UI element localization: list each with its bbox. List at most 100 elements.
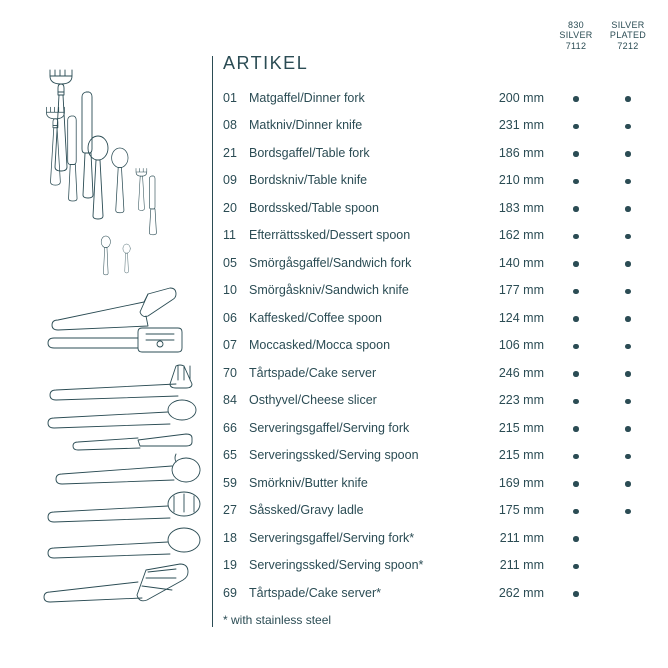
article-table: 830 SILVER 7112 SILVER PLATED 7212 ARTIK… bbox=[223, 20, 648, 627]
article-name: Kaffesked/Coffee spoon bbox=[249, 311, 480, 325]
article-number: 69 bbox=[223, 586, 249, 600]
article-number: 21 bbox=[223, 146, 249, 160]
article-size: 210 mm bbox=[480, 173, 544, 187]
article-size: 169 mm bbox=[480, 476, 544, 490]
table-row: 18Serveringsgaffel/Serving fork*211 mm bbox=[223, 524, 648, 552]
article-name: Efterrättssked/Dessert spoon bbox=[249, 228, 480, 242]
col-silver-plated bbox=[608, 366, 648, 380]
dot-icon bbox=[625, 481, 631, 487]
column-headers: 830 SILVER 7112 SILVER PLATED 7212 bbox=[223, 20, 648, 51]
article-number: 65 bbox=[223, 448, 249, 462]
dot-icon bbox=[625, 151, 631, 157]
article-size: 183 mm bbox=[480, 201, 544, 215]
dot-icon bbox=[573, 454, 579, 460]
article-name: Tårtspade/Cake server* bbox=[249, 586, 480, 600]
article-name: Smörkniv/Butter knife bbox=[249, 476, 480, 490]
dot-icon bbox=[573, 371, 579, 377]
dot-icon bbox=[625, 179, 631, 185]
table-row: 09Bordskniv/Table knife210 mm bbox=[223, 167, 648, 195]
dot-icon bbox=[573, 316, 579, 322]
cutlery-svg bbox=[30, 66, 208, 626]
dot-icon bbox=[625, 261, 631, 267]
dot-icon bbox=[625, 289, 631, 295]
table-row: 06Kaffesked/Coffee spoon124 mm bbox=[223, 304, 648, 332]
dot-icon bbox=[573, 564, 579, 570]
col-830-silver bbox=[556, 201, 596, 215]
article-name: Moccasked/Mocca spoon bbox=[249, 338, 480, 352]
article-number: 27 bbox=[223, 503, 249, 517]
table-row: 11Efterrättssked/Dessert spoon162 mm bbox=[223, 222, 648, 250]
dot-icon bbox=[625, 509, 631, 515]
dot-icon bbox=[573, 426, 579, 432]
col-silver-plated bbox=[608, 421, 648, 435]
article-number: 66 bbox=[223, 421, 249, 435]
col-830-silver bbox=[556, 118, 596, 132]
col-830-silver bbox=[556, 366, 596, 380]
dot-icon bbox=[573, 234, 579, 240]
table-row: 70Tårtspade/Cake server246 mm bbox=[223, 359, 648, 387]
table-row: 10Smörgåskniv/Sandwich knife177 mm bbox=[223, 277, 648, 305]
article-size: 246 mm bbox=[480, 366, 544, 380]
dot-icon bbox=[573, 399, 579, 405]
article-size: 231 mm bbox=[480, 118, 544, 132]
article-number: 08 bbox=[223, 118, 249, 132]
article-number: 18 bbox=[223, 531, 249, 545]
table-row: 66Serveringsgaffel/Serving fork215 mm bbox=[223, 414, 648, 442]
col-830-silver bbox=[556, 531, 596, 545]
table-row: 19Serveringssked/Serving spoon*211 mm bbox=[223, 552, 648, 580]
col-silver-plated bbox=[608, 118, 648, 132]
article-size: 211 mm bbox=[480, 558, 544, 572]
col-830-silver bbox=[556, 146, 596, 160]
col-header-830-silver: 830 SILVER 7112 bbox=[556, 20, 596, 51]
col-silver-plated bbox=[608, 476, 648, 490]
col-830-silver bbox=[556, 91, 596, 105]
dot-icon bbox=[573, 536, 579, 542]
article-name: Såssked/Gravy ladle bbox=[249, 503, 480, 517]
col-silver-plated bbox=[608, 146, 648, 160]
article-name: Bordskniv/Table knife bbox=[249, 173, 480, 187]
page-title: ARTIKEL bbox=[223, 53, 648, 74]
col-header-silver-plated: SILVER PLATED 7212 bbox=[608, 20, 648, 51]
col-silver-plated bbox=[608, 338, 648, 352]
dot-icon bbox=[625, 344, 631, 350]
col-silver-plated bbox=[608, 228, 648, 242]
article-name: Tårtspade/Cake server bbox=[249, 366, 480, 380]
dot-icon bbox=[625, 234, 631, 240]
article-number: 01 bbox=[223, 91, 249, 105]
article-size: 200 mm bbox=[480, 91, 544, 105]
dot-icon bbox=[573, 96, 579, 102]
dot-icon bbox=[625, 426, 631, 432]
vertical-divider bbox=[212, 56, 213, 627]
article-number: 84 bbox=[223, 393, 249, 407]
article-number: 11 bbox=[223, 228, 249, 242]
article-size: 211 mm bbox=[480, 531, 544, 545]
col-830-silver bbox=[556, 338, 596, 352]
col-silver-plated bbox=[608, 503, 648, 517]
footnote: * with stainless steel bbox=[223, 613, 648, 627]
col-silver-plated bbox=[608, 91, 648, 105]
article-number: 07 bbox=[223, 338, 249, 352]
table-row: 20Bordssked/Table spoon183 mm bbox=[223, 194, 648, 222]
table-row: 01Matgaffel/Dinner fork200 mm bbox=[223, 84, 648, 112]
article-number: 05 bbox=[223, 256, 249, 270]
dot-icon bbox=[573, 261, 579, 267]
dot-icon bbox=[573, 179, 579, 185]
article-number: 09 bbox=[223, 173, 249, 187]
col-silver-plated bbox=[608, 311, 648, 325]
article-size: 162 mm bbox=[480, 228, 544, 242]
article-name: Osthyvel/Cheese slicer bbox=[249, 393, 480, 407]
col-830-silver bbox=[556, 558, 596, 572]
article-number: 70 bbox=[223, 366, 249, 380]
article-size: 175 mm bbox=[480, 503, 544, 517]
col-830-silver bbox=[556, 283, 596, 297]
article-size: 215 mm bbox=[480, 421, 544, 435]
table-row: 21Bordsgaffel/Table fork186 mm bbox=[223, 139, 648, 167]
article-number: 20 bbox=[223, 201, 249, 215]
col-830-silver bbox=[556, 393, 596, 407]
cutlery-illustrations bbox=[30, 20, 208, 627]
article-name: Serveringssked/Serving spoon* bbox=[249, 558, 480, 572]
dot-icon bbox=[573, 124, 579, 130]
dot-icon bbox=[573, 509, 579, 515]
dot-icon bbox=[573, 151, 579, 157]
article-name: Smörgåsgaffel/Sandwich fork bbox=[249, 256, 480, 270]
